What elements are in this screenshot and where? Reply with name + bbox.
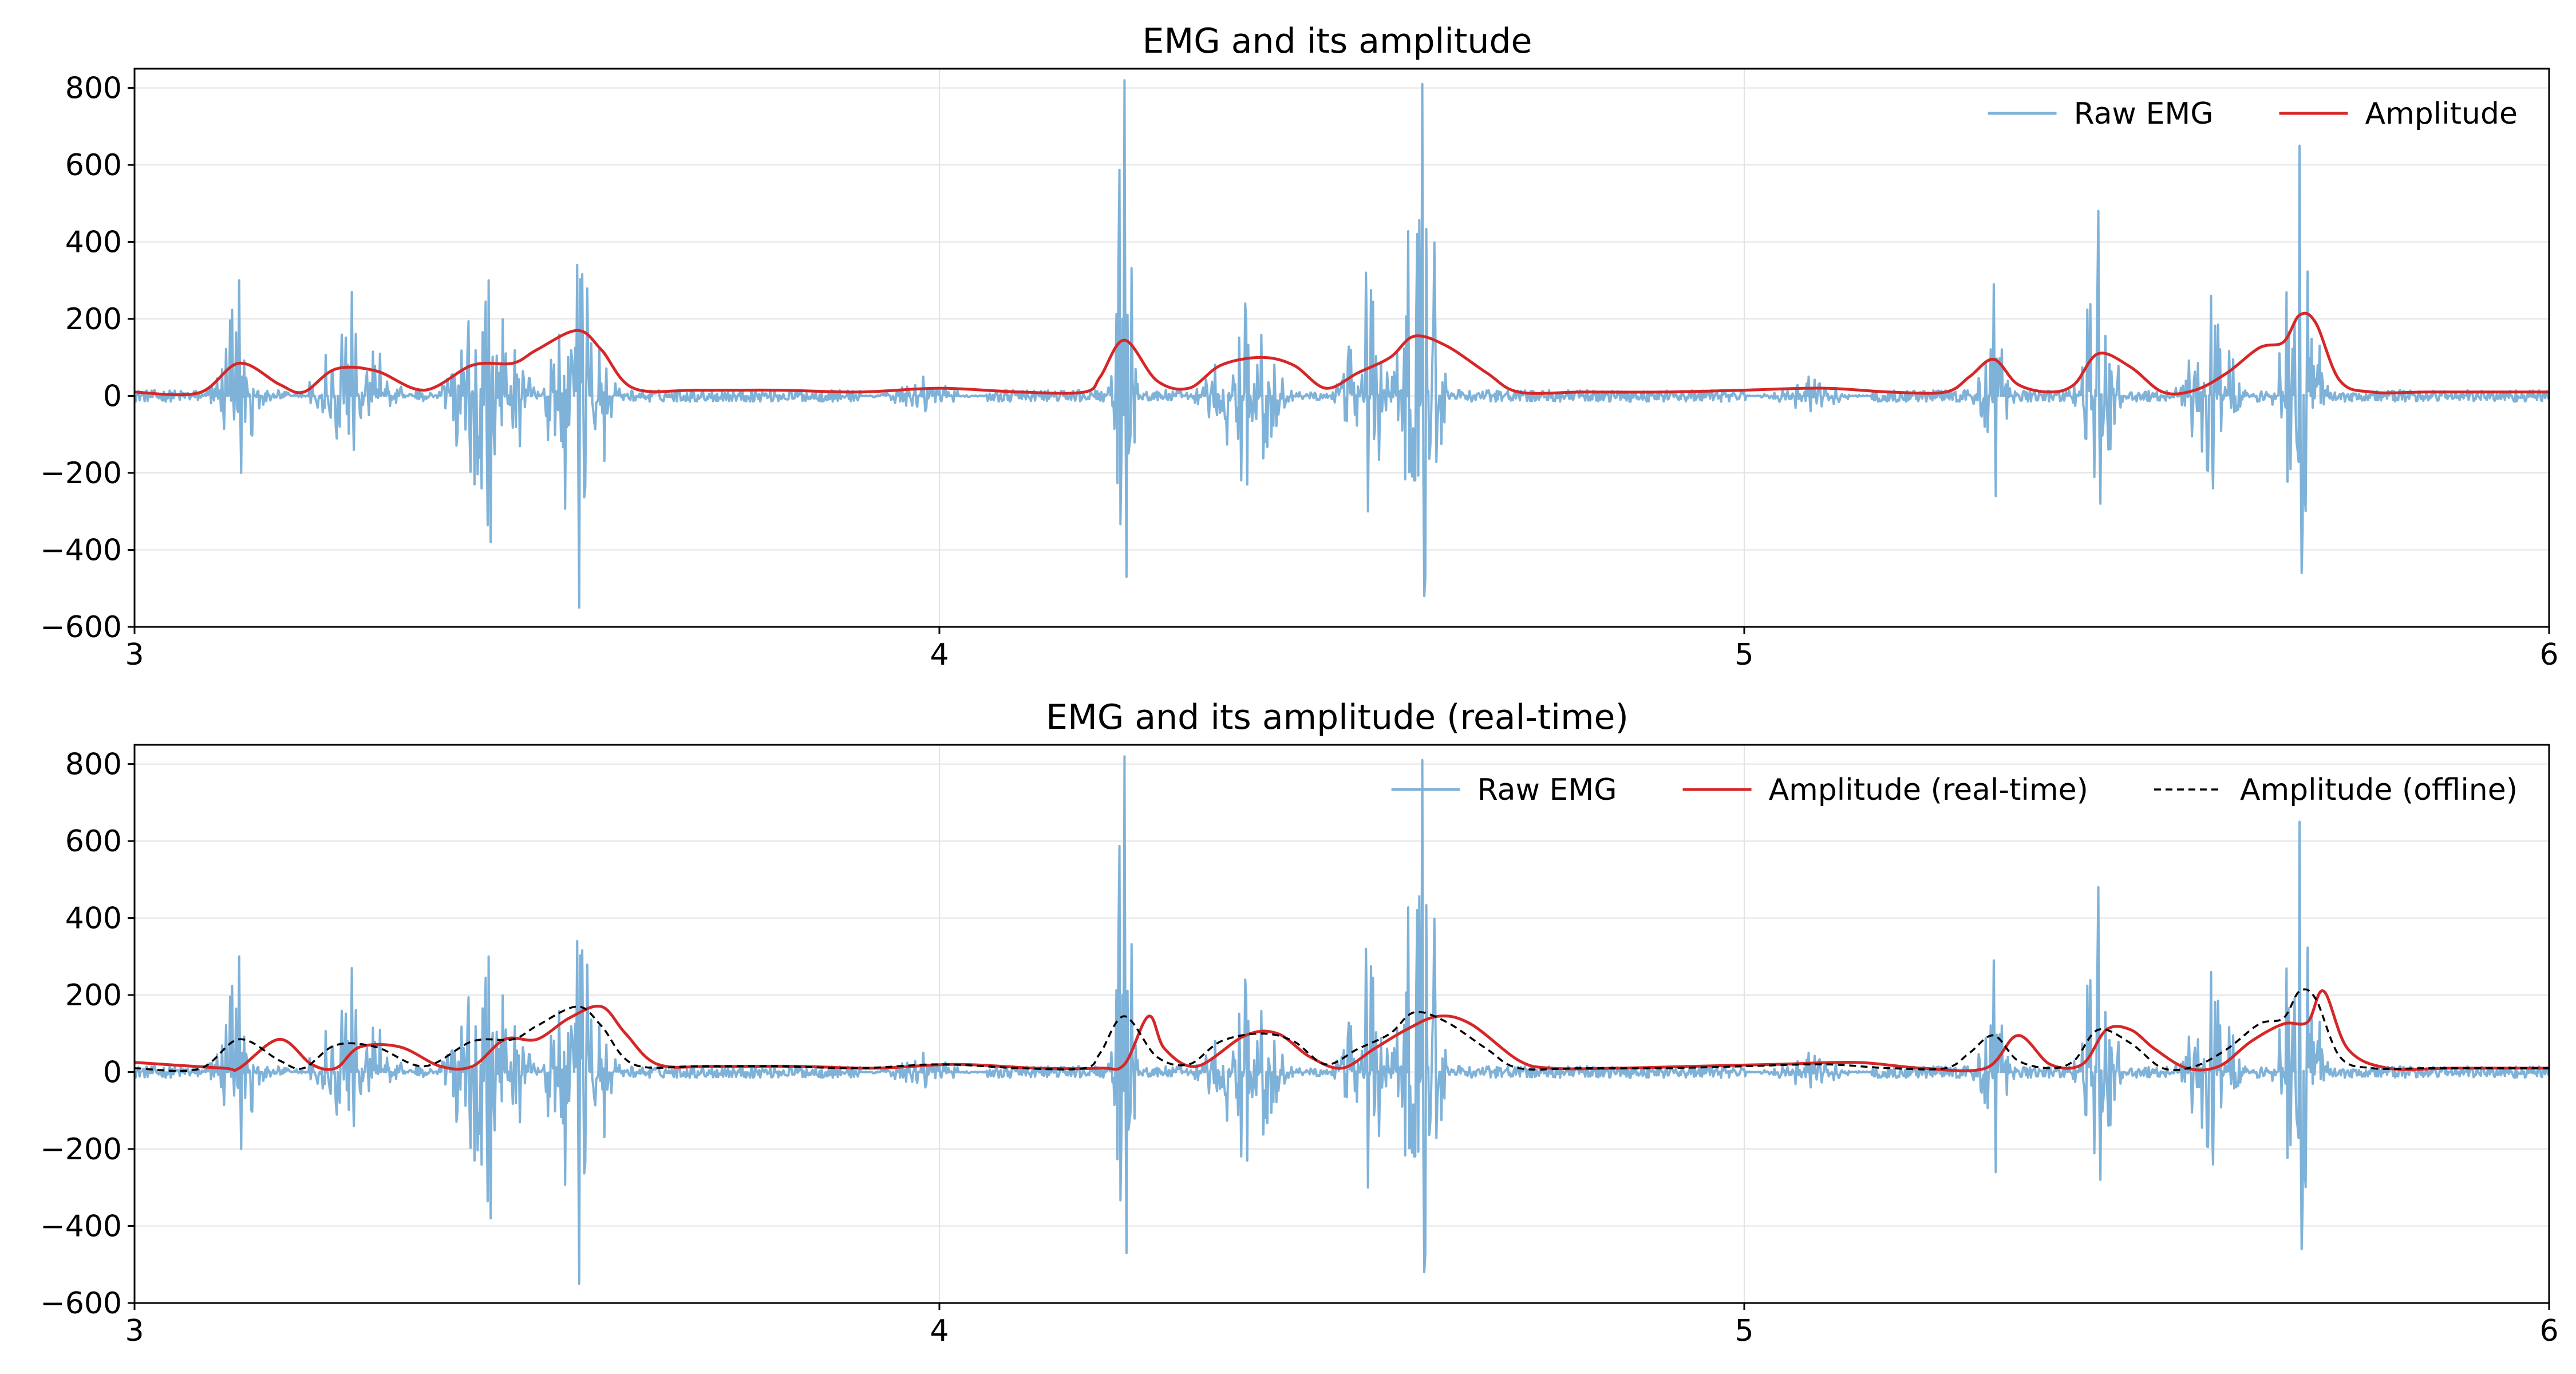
y-tick-label: 400 <box>65 226 122 260</box>
y-tick-label: 0 <box>103 1056 122 1090</box>
x-axis: 3 4 5 6 <box>125 1303 2559 1348</box>
x-tick-label: 5 <box>1735 1314 1753 1348</box>
series-line-raw-emg <box>135 755 2549 1285</box>
legend-label: Raw EMG <box>1477 773 1617 807</box>
y-tick-label: 200 <box>65 978 122 1013</box>
legend-label: Amplitude (offline) <box>2240 773 2518 807</box>
x-tick-label: 3 <box>125 1314 144 1348</box>
x-tick-label: 6 <box>2539 638 2558 672</box>
series-line-amplitude-real-time <box>135 989 2549 1072</box>
y-tick-label: 600 <box>65 148 122 183</box>
y-tick-label: −400 <box>40 1210 122 1244</box>
chart-panel-realtime: EMG and its amplitude (real-time) 3 4 5 6 8… <box>40 697 2558 1348</box>
legend-label: Raw EMG <box>2074 97 2214 131</box>
y-tick-label: 400 <box>65 902 122 936</box>
legend-item: Amplitude (offline) <box>2154 773 2518 807</box>
x-tick-label: 4 <box>930 638 949 672</box>
legend-item: Raw EMG <box>1988 97 2214 131</box>
y-tick-label: 800 <box>65 72 122 106</box>
y-axis: 800 600 400 200 0 −200 −400 −600 <box>40 72 135 645</box>
y-tick-label: 200 <box>65 302 122 337</box>
y-axis: 800 600 400 200 0 −200 −400 −600 <box>40 748 135 1321</box>
series-layer <box>135 755 2549 1285</box>
x-tick-label: 3 <box>125 638 144 672</box>
legend: Raw EMG Amplitude <box>1988 97 2518 131</box>
x-tick-label: 6 <box>2539 1314 2558 1348</box>
y-tick-label: −400 <box>40 534 122 568</box>
legend-item: Amplitude (real-time) <box>1682 773 2088 807</box>
plot-frame <box>133 744 2550 1304</box>
chart-title: EMG and its amplitude <box>1143 21 1532 61</box>
x-axis: 3 4 5 6 <box>125 627 2559 672</box>
chart-title: EMG and its amplitude (real-time) <box>1046 697 1629 737</box>
y-tick-label: −600 <box>40 610 122 645</box>
legend-item: Amplitude <box>2279 97 2518 131</box>
y-tick-label: −200 <box>40 1132 122 1167</box>
y-tick-label: −600 <box>40 1286 122 1321</box>
chart-panel-amplitude: EMG and its amplitude 3 4 5 6 800 600 400 200 0… <box>40 21 2558 672</box>
x-tick-label: 5 <box>1735 638 1753 672</box>
series-line-raw-emg <box>135 79 2549 609</box>
y-tick-label: −200 <box>40 456 122 491</box>
series-line-amplitude-offline <box>135 988 2549 1072</box>
y-tick-label: 0 <box>103 380 122 414</box>
series-layer <box>135 79 2549 609</box>
series-line-amplitude <box>135 311 2549 397</box>
plot-frame <box>133 68 2550 628</box>
x-tick-label: 4 <box>930 1314 949 1348</box>
y-tick-label: 800 <box>65 748 122 782</box>
legend-item: Raw EMG <box>1391 773 1617 807</box>
legend-label: Amplitude (real-time) <box>1769 773 2088 807</box>
y-tick-label: 600 <box>65 824 122 859</box>
legend-label: Amplitude <box>2365 97 2518 131</box>
legend: Raw EMG Amplitude (real-time) Amplitude (o… <box>1391 773 2518 807</box>
